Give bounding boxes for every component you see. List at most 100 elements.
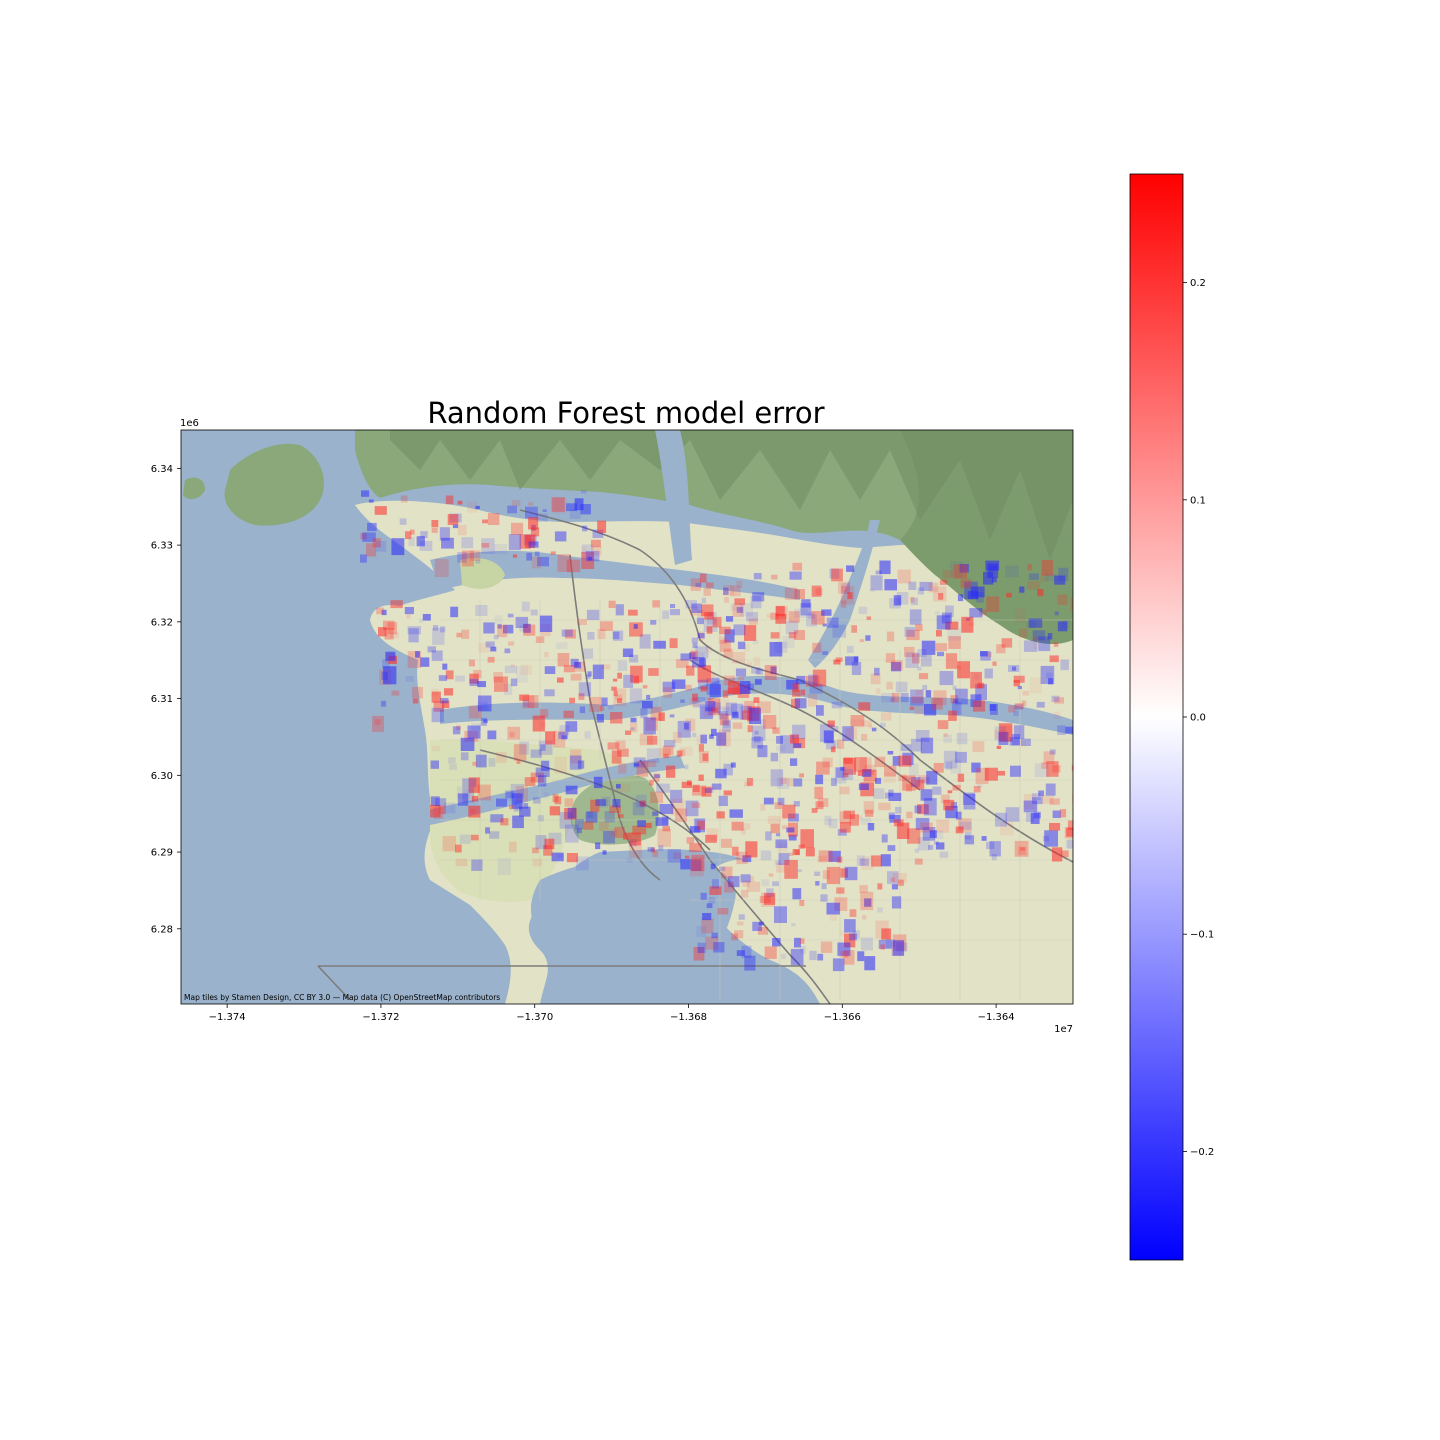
error-cell (792, 849, 800, 856)
error-cell (933, 841, 939, 845)
error-cell (1019, 586, 1025, 593)
error-cell (925, 690, 932, 698)
error-cell (814, 786, 824, 799)
axes-frame (180, 429, 1074, 1005)
error-cell (888, 792, 902, 801)
error-cell (544, 838, 555, 850)
error-cell (1021, 700, 1027, 707)
error-cell (685, 718, 696, 732)
error-cell (650, 706, 662, 721)
error-cell (647, 735, 658, 745)
error-cell (839, 930, 845, 936)
error-cell (766, 888, 774, 897)
error-cell (469, 673, 479, 684)
error-cell (758, 921, 764, 926)
error-cell (914, 705, 926, 715)
error-cell (857, 815, 863, 820)
error-cell (800, 829, 814, 848)
error-cell (909, 609, 922, 625)
error-cell (445, 495, 454, 505)
error-cell (751, 667, 761, 674)
error-cell (928, 582, 939, 593)
error-cell (859, 757, 872, 771)
error-cell (652, 811, 659, 816)
error-cell (1022, 690, 1030, 696)
error-cell (635, 794, 647, 808)
error-cell (752, 725, 766, 741)
error-cell (945, 605, 954, 618)
map-area[interactable]: Map tiles by Stamen Design, CC BY 3.0 — … (181, 430, 1087, 1004)
error-cell (462, 778, 477, 788)
error-cell (614, 694, 623, 701)
error-cell (826, 902, 840, 915)
error-cell (845, 728, 858, 740)
error-cell (520, 664, 533, 675)
error-cell (569, 755, 582, 770)
error-cell (976, 783, 983, 788)
error-cell (701, 597, 706, 604)
error-cell (842, 726, 854, 742)
error-cell (607, 742, 620, 750)
error-cell (822, 757, 833, 768)
error-cell (478, 695, 492, 712)
error-cell (595, 842, 601, 850)
error-cell (704, 788, 713, 793)
error-cell (1051, 695, 1060, 702)
error-cell (972, 700, 986, 712)
error-cell (736, 607, 744, 613)
error-cell (875, 777, 882, 784)
error-cell (706, 786, 716, 793)
error-cell (724, 881, 734, 893)
error-cell (1041, 795, 1054, 804)
error-cell (765, 831, 772, 841)
error-cell (456, 725, 461, 730)
error-cell (1043, 835, 1050, 842)
error-cell (653, 640, 666, 649)
error-cell (541, 760, 550, 771)
error-cell (557, 554, 571, 572)
error-cell (450, 606, 459, 618)
error-cell (575, 819, 585, 830)
error-cell (690, 606, 699, 616)
error-cell (892, 756, 901, 766)
error-cell (821, 883, 827, 890)
error-cell (533, 797, 541, 804)
error-cell (935, 643, 947, 652)
error-cell (929, 830, 937, 838)
error-cell (895, 681, 908, 693)
error-cell (1011, 734, 1020, 746)
error-cell (391, 690, 400, 696)
error-cell (766, 613, 772, 618)
error-cell (957, 773, 965, 782)
error-cell (701, 786, 712, 797)
error-cell (941, 612, 952, 624)
error-cell (593, 776, 603, 789)
error-cell (497, 858, 511, 875)
error-cell (792, 682, 800, 692)
error-cell (731, 703, 744, 720)
error-cell (1013, 675, 1025, 683)
error-cell (884, 765, 897, 777)
error-cell (1058, 567, 1069, 582)
error-cell (584, 731, 591, 739)
error-cell (548, 832, 562, 845)
error-cell (784, 587, 798, 600)
error-cell (385, 651, 396, 661)
error-cell (1031, 793, 1041, 800)
error-cell (528, 502, 534, 506)
error-cell (704, 612, 714, 620)
boundary-bay (530, 856, 736, 1004)
error-cell (917, 804, 929, 815)
error-cell (886, 631, 895, 642)
bowen-island (224, 443, 324, 526)
error-cell (920, 822, 933, 833)
error-cell (1072, 718, 1073, 735)
error-cell (812, 669, 827, 687)
error-cell (734, 598, 745, 605)
error-cell (968, 622, 975, 627)
error-cell (640, 800, 646, 807)
error-cell (675, 808, 688, 822)
error-cell (761, 879, 770, 887)
error-cell (731, 933, 738, 941)
error-cell (612, 631, 620, 640)
